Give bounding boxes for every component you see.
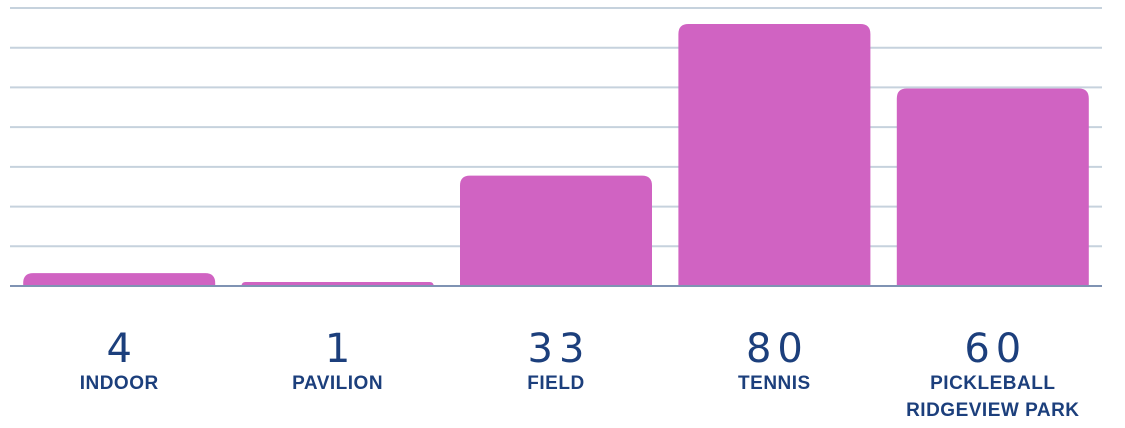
category-label: FIELD (527, 373, 584, 394)
category-label: INDOOR (80, 373, 159, 394)
bars (23, 24, 1089, 286)
value-label: 4 (106, 326, 137, 372)
bar-pickleball-ridgeview-park (896, 88, 1089, 286)
value-label: 80 (746, 326, 809, 372)
bar-indoor (23, 273, 216, 286)
category-label: PICKLEBALL (930, 373, 1055, 394)
value-label: 60 (964, 326, 1027, 372)
bar-field (460, 175, 652, 286)
value-label: 33 (528, 326, 591, 372)
category-label: RIDGEVIEW PARK (906, 400, 1079, 421)
category-label: TENNIS (738, 373, 811, 394)
bar-tennis (678, 24, 871, 286)
category-label: PAVILION (292, 373, 383, 394)
value-label: 1 (325, 326, 356, 372)
